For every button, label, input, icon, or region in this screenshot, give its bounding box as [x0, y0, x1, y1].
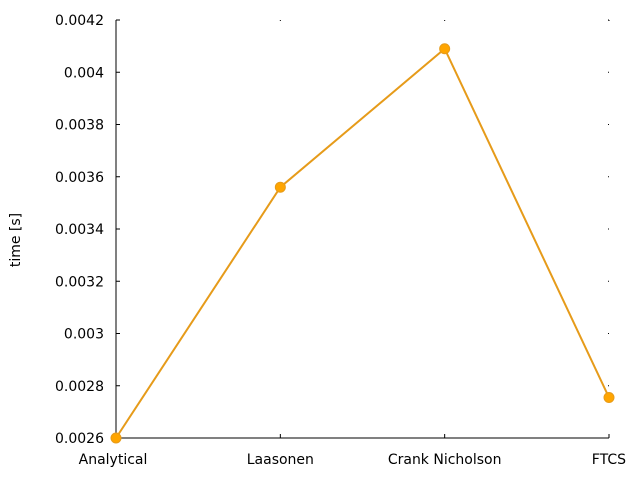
data-point: [274, 181, 286, 193]
x-tick-label: Crank Nicholson: [388, 452, 502, 468]
series-layer: [110, 43, 615, 444]
data-point: [603, 392, 615, 404]
data-point: [439, 43, 451, 55]
series-line: [115, 47, 610, 439]
y-tick-label: 0.0034: [55, 222, 104, 238]
x-tick-label: Analytical: [79, 452, 148, 468]
y-axis-ticks: 0.0026 0.0028 0.003 0.0032 0.0034 0.0036 0.003…: [55, 13, 609, 447]
y-axis-label: time [s]: [8, 213, 24, 267]
data-point: [110, 432, 122, 444]
y-tick-label: 0.0036: [55, 170, 104, 186]
x-tick-label: FTCS: [592, 452, 626, 468]
y-tick-label: 0.0026: [55, 431, 104, 447]
plot-area: [115, 20, 609, 439]
x-axis-ticks: Analytical Laasonen Crank Nicholson FTCS: [79, 20, 626, 468]
y-tick-label: 0.0032: [55, 274, 104, 290]
x-tick-label: Laasonen: [247, 452, 314, 468]
y-tick-label: 0.0028: [55, 379, 104, 395]
y-tick-label: 0.0038: [55, 118, 104, 134]
y-tick-label: 0.004: [64, 65, 104, 81]
y-tick-label: 0.003: [64, 327, 104, 343]
y-tick-label: 0.0042: [55, 13, 104, 29]
